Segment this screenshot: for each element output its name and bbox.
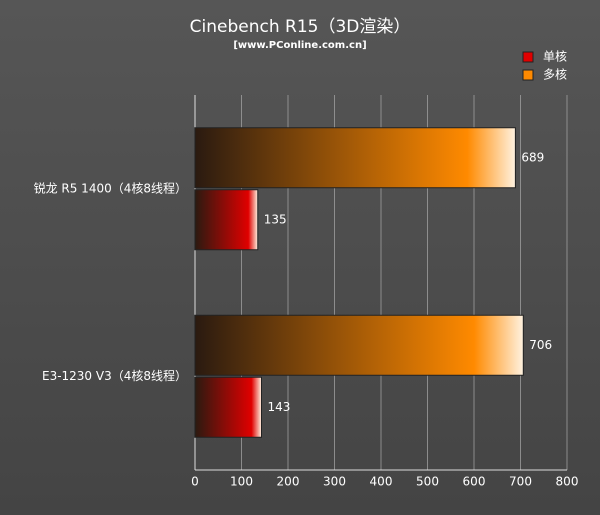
x-tick-label: 500 (416, 475, 439, 489)
legend-label: 单核 (543, 50, 567, 64)
bar (194, 189, 259, 251)
bar (194, 376, 262, 438)
x-tick-label: 600 (463, 475, 486, 489)
data-label: 689 (521, 150, 544, 164)
data-label: 143 (267, 400, 290, 414)
x-tick-label: 800 (556, 475, 579, 489)
x-tick-label: 300 (323, 475, 346, 489)
data-label: 135 (264, 212, 287, 226)
x-tick-label: 400 (370, 475, 393, 489)
x-tick-label: 100 (230, 475, 253, 489)
data-label: 706 (529, 338, 552, 352)
legend-swatch (522, 51, 534, 63)
x-tick-label: 0 (191, 475, 199, 489)
bar (194, 127, 516, 189)
y-tick-label: E3-1230 V3（4核8线程） (42, 368, 187, 383)
y-tick-label: 锐龙 R5 1400（4核8线程） (34, 180, 187, 195)
x-tick-label: 200 (277, 475, 300, 489)
bar (194, 314, 524, 376)
legend-label: 多核 (543, 68, 567, 82)
chart-subtitle: [www.PConline.com.cn] (233, 40, 366, 51)
chart-title: Cinebench R15（3D渲染） (190, 17, 411, 37)
x-tick-label: 700 (509, 475, 532, 489)
legend-swatch (522, 69, 534, 81)
